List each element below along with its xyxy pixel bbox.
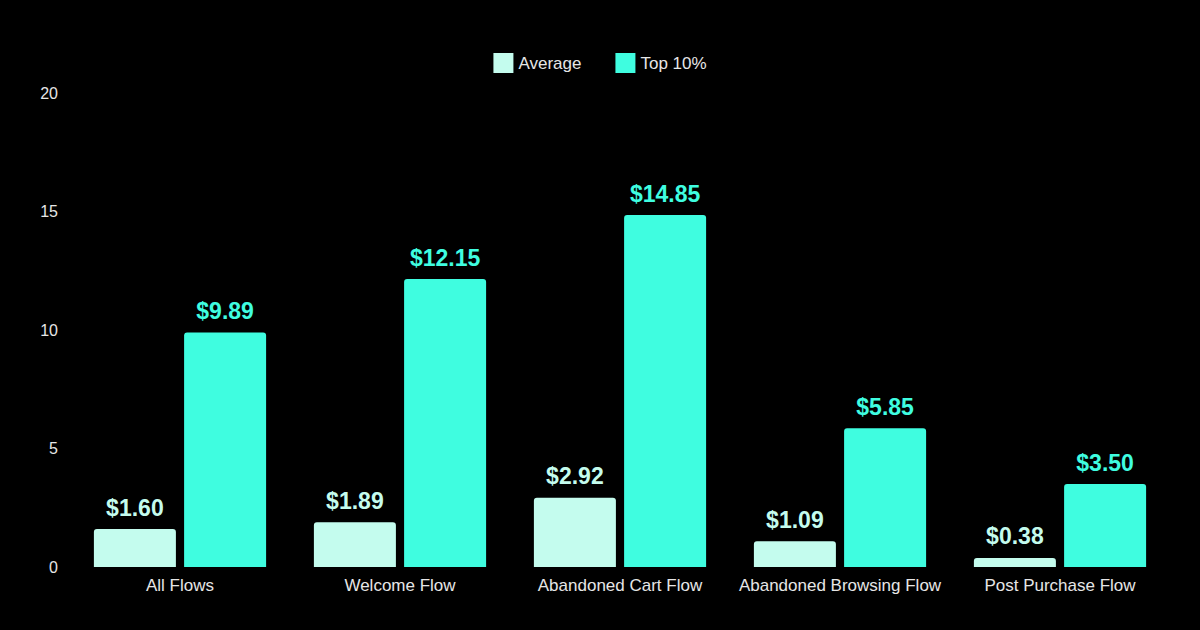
svg-text:$1.60: $1.60 [106, 495, 164, 521]
svg-text:All Flows: All Flows [146, 576, 214, 595]
svg-text:Welcome Flow: Welcome Flow [344, 576, 456, 595]
svg-text:20: 20 [40, 85, 58, 102]
svg-text:$0.38: $0.38 [986, 523, 1044, 549]
svg-text:Top 10%: Top 10% [640, 54, 706, 73]
svg-text:$3.50: $3.50 [1076, 450, 1134, 476]
svg-text:5: 5 [49, 440, 58, 457]
svg-text:10: 10 [40, 322, 58, 339]
svg-text:$5.85: $5.85 [856, 394, 914, 420]
svg-text:$1.89: $1.89 [326, 488, 384, 514]
svg-text:$2.92: $2.92 [546, 463, 604, 489]
svg-text:$9.89: $9.89 [196, 298, 254, 324]
svg-text:Abandoned Browsing Flow: Abandoned Browsing Flow [739, 576, 942, 595]
svg-text:Average: Average [518, 54, 581, 73]
svg-text:Abandoned Cart Flow: Abandoned Cart Flow [538, 576, 703, 595]
svg-text:Post Purchase Flow: Post Purchase Flow [984, 576, 1136, 595]
svg-text:$14.85: $14.85 [630, 181, 701, 207]
svg-text:$1.09: $1.09 [766, 507, 824, 533]
svg-text:0: 0 [49, 559, 58, 576]
svg-text:15: 15 [40, 203, 58, 220]
svg-text:$12.15: $12.15 [410, 245, 481, 271]
